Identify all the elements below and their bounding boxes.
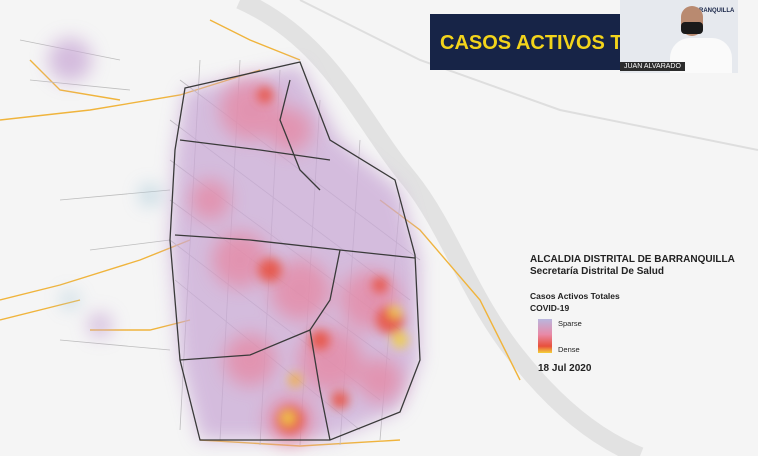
layer-title: Casos Activos Totales [530,291,620,301]
banner: CASOS ACTIVOS T [430,14,620,70]
river [236,0,644,456]
shoreline [299,0,758,151]
info-panel: ALCALDIA DISTRITAL DE BARRANQUILLA Secre… [530,254,750,374]
logo-text: BARRANQUILLA [686,8,735,14]
legend-gradient [538,319,552,353]
organization: ALCALDIA DISTRITAL DE BARRANQUILLA [530,254,735,265]
heat-dense [257,87,408,434]
speaker-video: BARRANQUILLA JUAN ALVARADO [620,0,738,73]
date: 18 Jul 2020 [538,363,592,374]
department: Secretaría Distrital De Salud [530,266,664,277]
banner-title: CASOS ACTIVOS T [440,32,620,54]
legend-high: Dense [558,345,580,354]
layer-subtitle: COVID-19 [530,303,570,313]
speaker-mask [681,22,703,34]
speaker-name: JUAN ALVARADO [620,62,685,71]
legend: Sparse Dense [530,317,750,357]
district-borders [169,61,421,441]
legend-low: Sparse [558,319,582,328]
